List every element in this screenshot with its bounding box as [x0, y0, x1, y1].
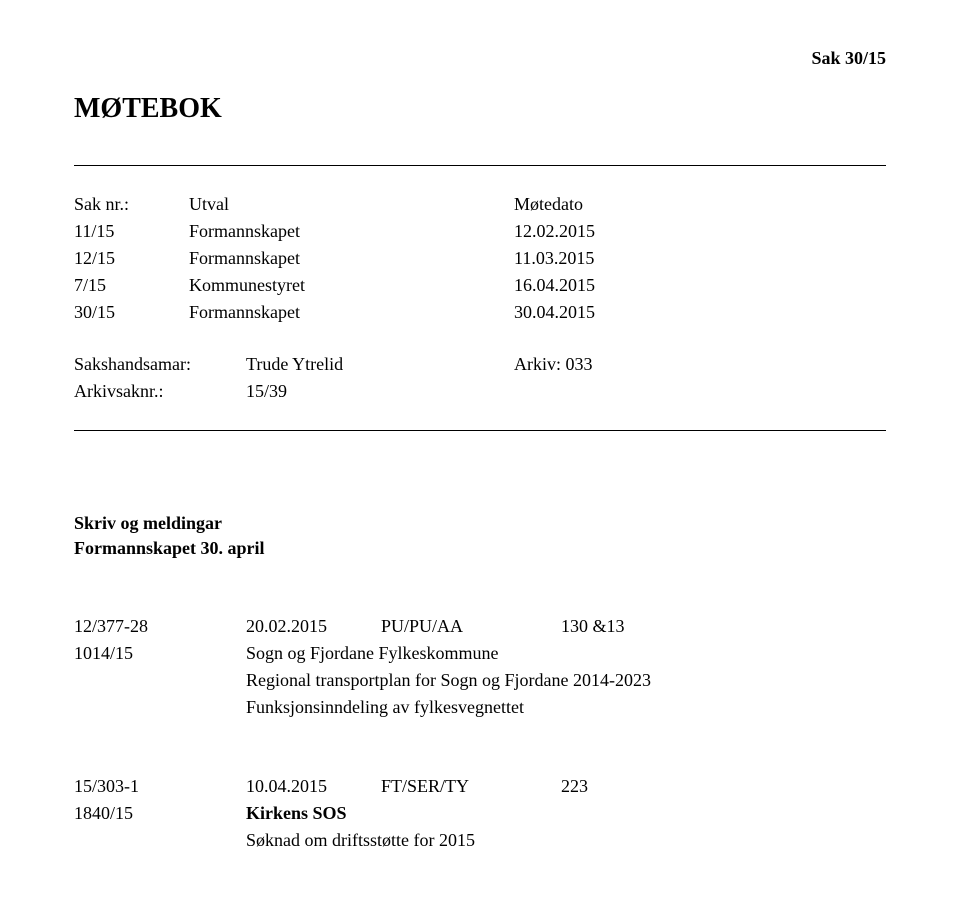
- entry: 12/377-28 20.02.2015 PU/PU/AA 130 &13 10…: [74, 613, 886, 721]
- section-header: Skriv og meldingar Formannskapet 30. apr…: [74, 511, 886, 561]
- entry-caseref: 1840/15: [74, 800, 246, 827]
- entry-num: 130 &13: [561, 613, 661, 640]
- cell-utval: Formannskapet: [189, 245, 514, 272]
- table-row: 11/15 Formannskapet 12.02.2015: [74, 218, 886, 245]
- header-col-saknr: Sak nr.:: [74, 191, 189, 218]
- entry-code: FT/SER/TY: [381, 773, 561, 800]
- cell-saknr: 12/15: [74, 245, 189, 272]
- cell-motedato: 16.04.2015: [514, 272, 639, 299]
- entry-date: 20.02.2015: [246, 613, 381, 640]
- section-line1: Skriv og meldingar: [74, 511, 886, 536]
- entry-org: Sogn og Fjordane Fylkeskommune: [246, 640, 499, 667]
- table-row: 7/15 Kommunestyret 16.04.2015: [74, 272, 886, 299]
- cell-utval: Kommunestyret: [189, 272, 514, 299]
- entry-num: 223: [561, 773, 661, 800]
- info-block: Sakshandsamar: Trude Ytrelid Arkiv: 033 …: [74, 351, 886, 405]
- entry-ref: 12/377-28: [74, 613, 246, 640]
- divider: [74, 165, 886, 166]
- table-row: 30/15 Formannskapet 30.04.2015: [74, 299, 886, 326]
- cell-utval: Formannskapet: [189, 218, 514, 245]
- cell-motedato: 12.02.2015: [514, 218, 639, 245]
- cell-motedato: 11.03.2015: [514, 245, 639, 272]
- divider: [74, 430, 886, 431]
- cell-utval: Formannskapet: [189, 299, 514, 326]
- entry-desc: Søknad om driftsstøtte for 2015: [74, 827, 886, 854]
- cell-saknr: 30/15: [74, 299, 189, 326]
- cell-saknr: 11/15: [74, 218, 189, 245]
- spacer: [514, 378, 639, 405]
- section-line2: Formannskapet 30. april: [74, 536, 886, 561]
- header-col-motedato: Møtedato: [514, 191, 639, 218]
- meeting-table: Sak nr.: Utval Møtedato 11/15 Formannska…: [74, 191, 886, 326]
- entry-desc: Regional transportplan for Sogn og Fjord…: [74, 667, 886, 694]
- entry-desc: Funksjonsinndeling av fylkesvegnettet: [74, 694, 886, 721]
- handler-label: Sakshandsamar:: [74, 351, 246, 378]
- entry-date: 10.04.2015: [246, 773, 381, 800]
- cell-motedato: 30.04.2015: [514, 299, 639, 326]
- case-reference: Sak 30/15: [811, 48, 886, 69]
- entry-org: Kirkens SOS: [246, 800, 347, 827]
- entry-code: PU/PU/AA: [381, 613, 561, 640]
- entry-caseref: 1014/15: [74, 640, 246, 667]
- table-row: 12/15 Formannskapet 11.03.2015: [74, 245, 886, 272]
- entries-list: 12/377-28 20.02.2015 PU/PU/AA 130 &13 10…: [74, 613, 886, 854]
- document-title: MØTEBOK: [74, 93, 886, 125]
- arkivsak-value: 15/39: [246, 378, 514, 405]
- arkiv-label: Arkiv: 033: [514, 351, 639, 378]
- header-col-utval: Utval: [189, 191, 514, 218]
- cell-saknr: 7/15: [74, 272, 189, 299]
- table-header: Sak nr.: Utval Møtedato: [74, 191, 886, 218]
- entry: 15/303-1 10.04.2015 FT/SER/TY 223 1840/1…: [74, 773, 886, 854]
- handler-value: Trude Ytrelid: [246, 351, 514, 378]
- arkivsak-label: Arkivsaknr.:: [74, 378, 246, 405]
- entry-ref: 15/303-1: [74, 773, 246, 800]
